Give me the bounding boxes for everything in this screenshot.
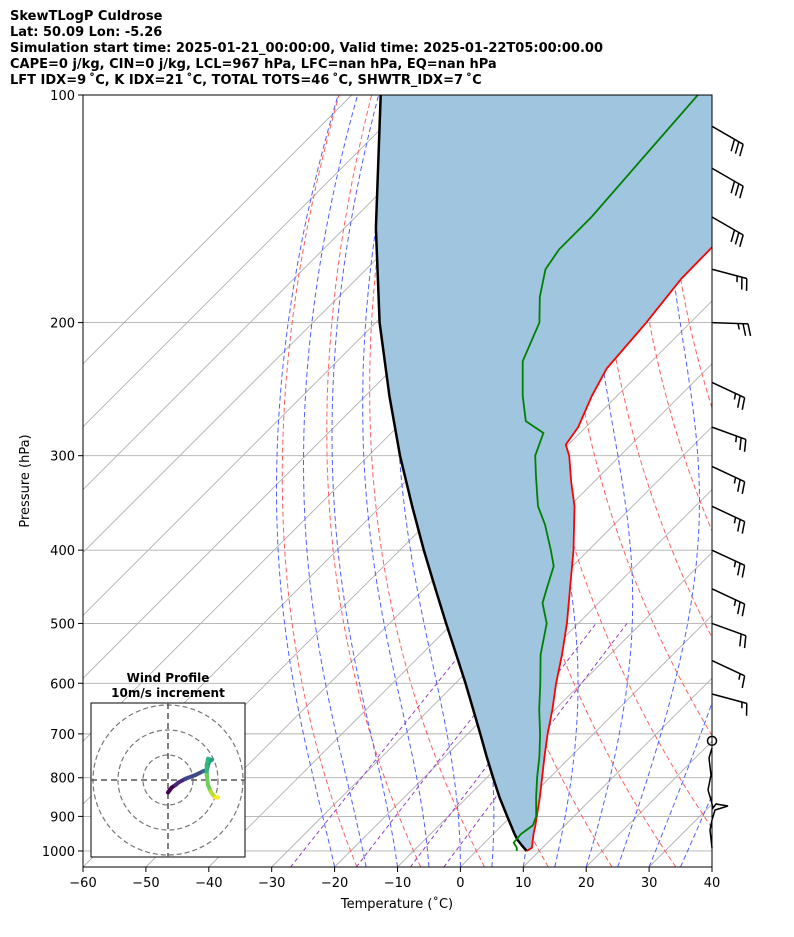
isotherm-line bbox=[271, 426, 712, 867]
moist-adiabat bbox=[648, 701, 712, 867]
indices-line: LFT IDX=9 ˚C, K IDX=21 ˚C, TOTAL TOTS=46… bbox=[10, 73, 482, 88]
y-tick-label: 800 bbox=[50, 772, 75, 787]
moist-adiabat bbox=[362, 95, 430, 867]
x-tick-label: −20 bbox=[321, 876, 348, 891]
dry-adiabat bbox=[326, 95, 422, 867]
isotherm-line bbox=[83, 95, 478, 491]
y-tick-label: 500 bbox=[50, 617, 75, 632]
wind-barb bbox=[711, 505, 746, 534]
moist-adiabat bbox=[303, 95, 367, 867]
dry-adiabat bbox=[281, 95, 358, 867]
dry-adiabat bbox=[597, 95, 712, 639]
wind-barb bbox=[711, 426, 747, 452]
x-tick-label: 30 bbox=[641, 876, 658, 891]
wind-barb bbox=[711, 659, 746, 689]
y-tick-label: 300 bbox=[50, 450, 75, 465]
y-tick-label: 200 bbox=[50, 317, 75, 332]
x-tick-label: 20 bbox=[578, 876, 595, 891]
wind-barb bbox=[711, 216, 744, 248]
wind-barb bbox=[711, 693, 748, 716]
mixing-ratio-line bbox=[409, 623, 597, 867]
dewpoint-line bbox=[512, 95, 699, 852]
y-axis-label: Pressure (hPa) bbox=[18, 434, 33, 527]
isotherm-line bbox=[711, 866, 712, 867]
moist-adiabat bbox=[711, 865, 712, 867]
moist-adiabat bbox=[680, 794, 712, 867]
x-axis-label: Temperature (˚C) bbox=[340, 896, 453, 912]
dry-adiabat bbox=[763, 95, 794, 867]
wind-barb bbox=[711, 588, 746, 617]
wind-barb bbox=[711, 268, 748, 291]
mixing-ratio-line bbox=[290, 623, 486, 867]
wind-barb bbox=[711, 167, 744, 199]
moist-adiabat bbox=[276, 95, 339, 867]
hodograph-ring bbox=[117, 729, 219, 831]
location-line: Lat: 50.09 Lon: -5.26 bbox=[10, 25, 163, 40]
x-tick-label: −60 bbox=[69, 876, 96, 891]
y-tick-label: 700 bbox=[50, 728, 75, 743]
y-tick-label: 400 bbox=[50, 544, 75, 559]
x-tick-label: −10 bbox=[384, 876, 411, 891]
x-tick-label: −30 bbox=[258, 876, 285, 891]
wind-barb bbox=[711, 381, 746, 410]
isotherm-line bbox=[460, 614, 712, 867]
isotherm-line bbox=[522, 677, 712, 867]
x-tick-label: 10 bbox=[515, 876, 532, 891]
cin-shade-area bbox=[375, 95, 712, 851]
x-tick-label: −40 bbox=[195, 876, 222, 891]
wind-barb bbox=[711, 622, 747, 649]
isotherm-line bbox=[334, 488, 712, 867]
parcel-profile-line bbox=[374, 95, 528, 852]
wind-barb bbox=[711, 549, 746, 578]
y-tick-label: 900 bbox=[50, 810, 75, 825]
dry-adiabat bbox=[369, 95, 485, 867]
moist-adiabat bbox=[331, 95, 398, 867]
wind-barb bbox=[711, 465, 746, 494]
isotherm-line bbox=[83, 95, 353, 365]
moist-adiabat bbox=[617, 95, 701, 867]
y-tick-label: 1000 bbox=[42, 845, 75, 860]
stability-line: CAPE=0 j/kg, CIN=0 j/kg, LCL=967 hPa, LF… bbox=[10, 57, 497, 72]
hodograph-subtitle: 10m/s increment bbox=[111, 686, 225, 700]
isotherm-line bbox=[83, 95, 416, 428]
mixing-ratio-line bbox=[443, 623, 628, 867]
moist-adiabat bbox=[585, 95, 634, 867]
x-tick-label: −50 bbox=[132, 876, 159, 891]
low-level-wind-trace bbox=[706, 735, 729, 849]
y-tick-label: 100 bbox=[50, 89, 75, 104]
chart-title: SkewTLogP Culdrose bbox=[10, 9, 163, 24]
x-tick-label: 40 bbox=[704, 876, 721, 891]
x-tick-label: 0 bbox=[456, 876, 464, 891]
time-line: Simulation start time: 2025-01-21_00:00:… bbox=[10, 41, 603, 56]
wind-barb bbox=[711, 321, 752, 337]
temperature-line bbox=[526, 245, 712, 852]
hodograph-title: Wind Profile bbox=[127, 671, 210, 685]
wind-barb bbox=[711, 125, 744, 157]
y-tick-label: 600 bbox=[50, 677, 75, 692]
